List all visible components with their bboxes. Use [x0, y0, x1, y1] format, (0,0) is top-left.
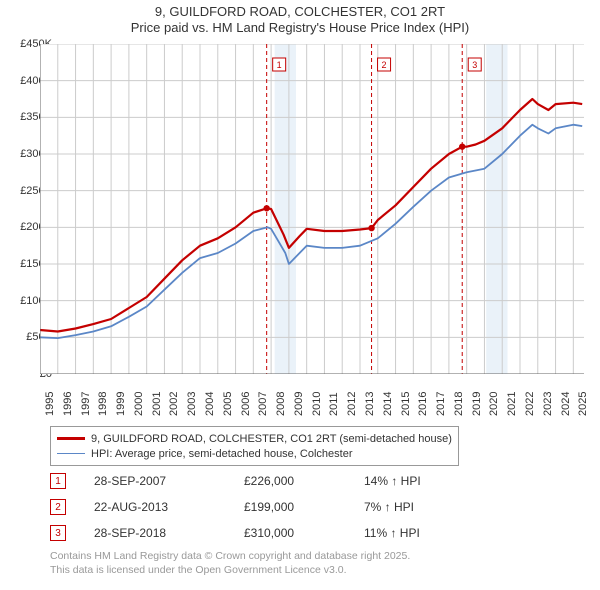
title-line-1: 9, GUILDFORD ROAD, COLCHESTER, CO1 2RT [0, 4, 600, 20]
sale-diff: 14% ↑ HPI [364, 474, 421, 488]
x-tick-label: 2024 [560, 392, 572, 416]
x-tick-label: 2025 [577, 392, 589, 416]
x-tick-label: 2012 [346, 392, 358, 416]
x-tick-label: 2007 [257, 392, 269, 416]
x-tick-label: 2023 [542, 392, 554, 416]
sale-date: 28-SEP-2007 [94, 474, 244, 488]
legend: 9, GUILDFORD ROAD, COLCHESTER, CO1 2RT (… [50, 426, 459, 466]
title-line-2: Price paid vs. HM Land Registry's House … [0, 20, 600, 36]
x-tick-label: 2019 [471, 392, 483, 416]
svg-text:3: 3 [472, 60, 477, 70]
chart-title: 9, GUILDFORD ROAD, COLCHESTER, CO1 2RT P… [0, 0, 600, 37]
x-tick-label: 2010 [311, 392, 323, 416]
sale-diff: 11% ↑ HPI [364, 526, 420, 540]
x-tick-label: 2020 [488, 392, 500, 416]
x-tick-label: 2003 [186, 392, 198, 416]
sale-price: £310,000 [244, 526, 364, 540]
sale-marker-icon: 3 [50, 525, 66, 541]
sale-price: £226,000 [244, 474, 364, 488]
footer-line-1: Contains HM Land Registry data © Crown c… [50, 550, 410, 564]
x-tick-label: 1999 [115, 392, 127, 416]
x-tick-label: 2015 [400, 392, 412, 416]
price-chart: 1 2 3 [40, 44, 584, 374]
x-tick-label: 2008 [275, 392, 287, 416]
x-tick-label: 2006 [240, 392, 252, 416]
sale-row: 1 28-SEP-2007 £226,000 14% ↑ HPI [50, 468, 421, 494]
footer-attribution: Contains HM Land Registry data © Crown c… [50, 550, 410, 577]
sale-marker-icon: 2 [50, 499, 66, 515]
sale-marker-icon: 1 [50, 473, 66, 489]
sale-price: £199,000 [244, 500, 364, 514]
page-container: 9, GUILDFORD ROAD, COLCHESTER, CO1 2RT P… [0, 0, 600, 590]
x-tick-label: 2001 [151, 392, 163, 416]
sale-marker-id: 3 [55, 528, 61, 539]
x-tick-label: 2013 [364, 392, 376, 416]
svg-text:1: 1 [277, 60, 282, 70]
sale-date: 22-AUG-2013 [94, 500, 244, 514]
x-tick-label: 2011 [328, 392, 340, 416]
x-axis-labels: 1995 1996 1997 1998 1999 2000 2001 2002 2003 2004… [40, 378, 584, 424]
x-tick-label: 1996 [62, 392, 74, 416]
sale-diff: 7% ↑ HPI [364, 500, 414, 514]
sale-date: 28-SEP-2018 [94, 526, 244, 540]
sale-row: 2 22-AUG-2013 £199,000 7% ↑ HPI [50, 494, 421, 520]
legend-item: 9, GUILDFORD ROAD, COLCHESTER, CO1 2RT (… [57, 431, 452, 446]
legend-label: 9, GUILDFORD ROAD, COLCHESTER, CO1 2RT (… [91, 433, 452, 445]
sale-marker-id: 1 [55, 476, 61, 487]
x-tick-label: 2002 [168, 392, 180, 416]
legend-swatch [57, 453, 85, 455]
x-tick-label: 1998 [97, 392, 109, 416]
footer-line-2: This data is licensed under the Open Gov… [50, 564, 410, 578]
x-tick-label: 2005 [222, 392, 234, 416]
sale-row: 3 28-SEP-2018 £310,000 11% ↑ HPI [50, 520, 421, 546]
x-tick-label: 2016 [417, 392, 429, 416]
x-tick-label: 1997 [80, 392, 92, 416]
x-tick-label: 2018 [453, 392, 465, 416]
legend-label: HPI: Average price, semi-detached house,… [91, 448, 353, 460]
x-tick-label: 2017 [435, 392, 447, 416]
svg-text:2: 2 [382, 60, 387, 70]
sale-marker-id: 2 [55, 502, 61, 513]
legend-swatch [57, 437, 85, 439]
sales-table: 1 28-SEP-2007 £226,000 14% ↑ HPI 2 22-AU… [50, 468, 421, 546]
x-tick-label: 2014 [382, 392, 394, 416]
legend-item: HPI: Average price, semi-detached house,… [57, 446, 452, 461]
x-tick-label: 2004 [204, 392, 216, 416]
x-tick-label: 2021 [506, 392, 518, 416]
x-tick-label: 2000 [133, 392, 145, 416]
x-tick-label: 2009 [293, 392, 305, 416]
x-tick-label: 1995 [44, 392, 56, 416]
x-tick-label: 2022 [524, 392, 536, 416]
